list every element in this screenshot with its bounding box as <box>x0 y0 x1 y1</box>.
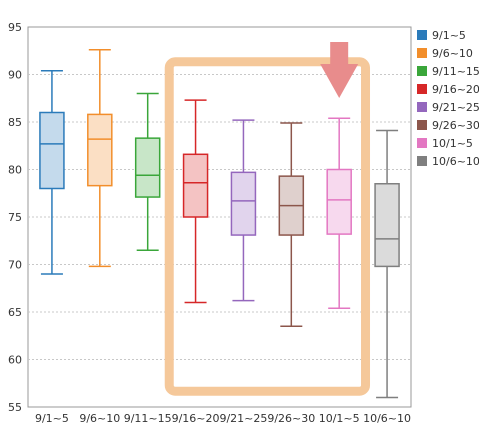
iqr-box <box>134 137 161 198</box>
x-tick-label-2: 9/11~15 <box>124 412 172 425</box>
legend-label: 9/11~15 <box>432 65 479 78</box>
iqr-box <box>326 168 352 235</box>
legend-label: 9/6~10 <box>432 47 473 60</box>
box-10/6~10 <box>374 129 400 399</box>
x-axis: 9/1~5 9/6~10 9/11~15 9/16~20 9/21~25 9/26~30 1… <box>35 412 411 425</box>
iqr-box <box>374 183 400 268</box>
legend-item-4: 9/21~25 <box>417 101 479 114</box>
y-tick-label-55: 55 <box>8 401 22 414</box>
legend-item-3: 9/16~20 <box>417 83 479 96</box>
legend-label: 9/21~25 <box>432 101 479 114</box>
legend-label: 9/16~20 <box>432 83 479 96</box>
legend-swatch <box>417 138 427 148</box>
box-9/11~15 <box>134 92 161 251</box>
y-tick-label-80: 80 <box>8 164 22 177</box>
legend-item-6: 10/1~5 <box>417 137 473 150</box>
legend-swatch <box>417 30 427 40</box>
highlight-box <box>164 57 371 396</box>
x-tick-label-7: 10/6~10 <box>363 412 411 425</box>
x-tick-label-1: 9/6~10 <box>79 412 120 425</box>
legend-label: 9/26~30 <box>432 119 479 132</box>
y-axis: 55 60 65 70 75 80 85 90 95 <box>8 21 22 414</box>
legend-item-7: 10/6~10 <box>417 155 479 168</box>
legend: 9/1~5 9/6~10 9/11~15 9/16~20 9/21~25 9/26~30 1… <box>417 29 479 168</box>
legend-item-1: 9/6~10 <box>417 47 473 60</box>
box-9/1~5 <box>39 69 65 275</box>
legend-label: 10/1~5 <box>432 137 473 150</box>
legend-swatch <box>417 84 427 94</box>
highlight-layer <box>164 42 371 396</box>
legend-swatch <box>417 156 427 166</box>
box-9/21~25 <box>230 119 257 302</box>
y-tick-label-95: 95 <box>8 21 22 34</box>
y-tick-label-90: 90 <box>8 69 22 82</box>
legend-swatch <box>417 120 427 130</box>
y-tick-label-85: 85 <box>8 116 22 129</box>
box-9/16~20 <box>182 99 209 304</box>
legend-item-5: 9/26~30 <box>417 119 479 132</box>
y-tick-label-75: 75 <box>8 211 22 224</box>
down-arrow-icon <box>320 42 359 98</box>
box-9/6~10 <box>87 49 113 268</box>
legend-swatch <box>417 102 427 112</box>
iqr-box <box>230 171 257 236</box>
iqr-box <box>182 153 209 218</box>
legend-label: 10/6~10 <box>432 155 479 168</box>
x-tick-label-6: 10/1~5 <box>319 412 360 425</box>
legend-label: 9/1~5 <box>432 29 466 42</box>
boxes <box>39 49 400 399</box>
x-tick-label-5: 9/26~30 <box>267 412 315 425</box>
legend-item-0: 9/1~5 <box>417 29 466 42</box>
y-tick-label-70: 70 <box>8 259 22 272</box>
x-tick-label-0: 9/1~5 <box>35 412 69 425</box>
legend-item-2: 9/11~15 <box>417 65 479 78</box>
box-10/1~5 <box>326 117 352 309</box>
iqr-box <box>39 111 65 190</box>
x-tick-label-4: 9/21~25 <box>219 412 267 425</box>
iqr-box <box>87 113 113 187</box>
y-tick-label-65: 65 <box>8 306 22 319</box>
x-tick-label-3: 9/16~20 <box>172 412 220 425</box>
legend-swatch <box>417 66 427 76</box>
box-9/26~30 <box>278 122 305 327</box>
legend-swatch <box>417 48 427 58</box>
y-tick-label-60: 60 <box>8 354 22 367</box>
